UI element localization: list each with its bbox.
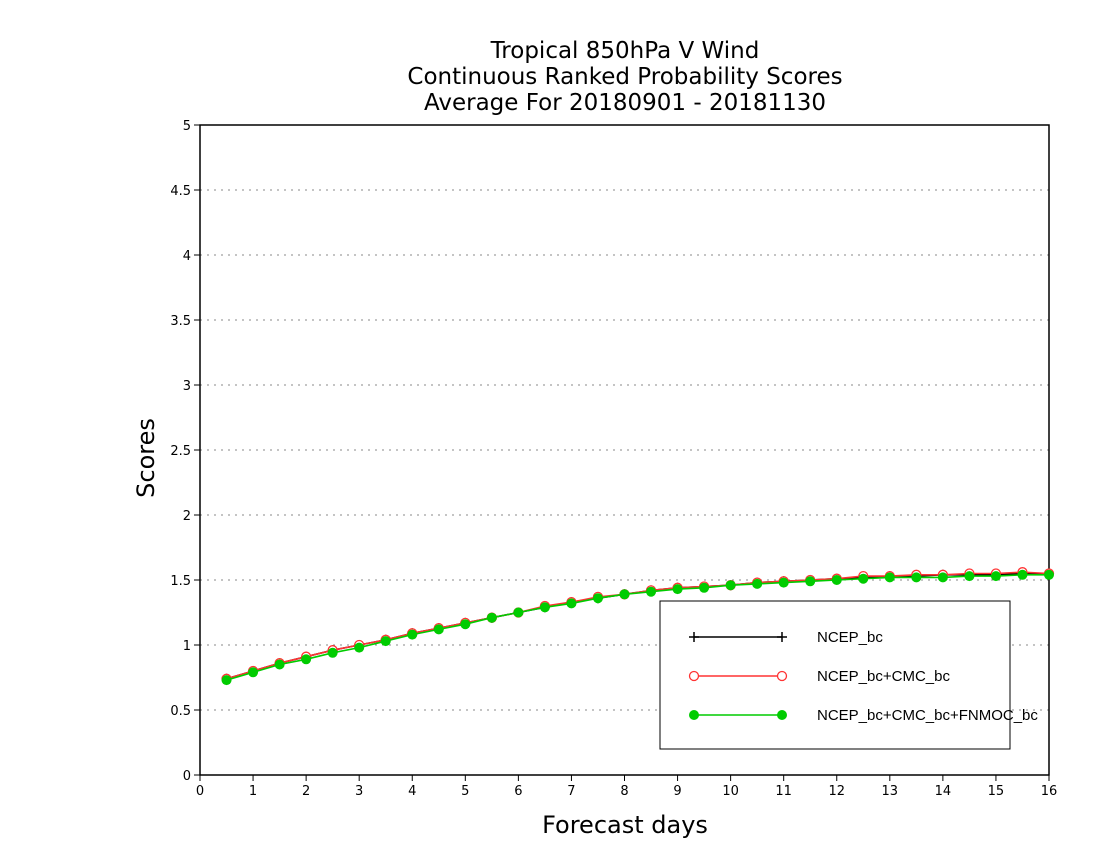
y-tick-label: 2.5	[170, 444, 191, 459]
y-axis-label: Scores	[132, 418, 160, 498]
x-tick-label: 5	[461, 784, 469, 799]
legend-marker	[689, 632, 699, 642]
y-tick-label: 0.5	[170, 704, 191, 719]
x-tick-label: 11	[775, 784, 792, 799]
data-point	[831, 575, 842, 585]
data-point	[858, 573, 869, 584]
y-tick-label: 5	[183, 119, 191, 134]
title-line-1: Tropical 850hPa V Wind	[490, 38, 760, 64]
data-point	[301, 654, 312, 665]
legend-marker	[688, 670, 700, 682]
x-tick-label: 9	[673, 784, 681, 799]
data-point	[911, 572, 922, 583]
y-tick-label: 4.5	[170, 184, 191, 199]
data-point	[937, 572, 948, 583]
x-tick-label: 2	[302, 784, 310, 799]
data-point	[619, 589, 630, 600]
data-point	[592, 593, 603, 604]
x-tick-label: 3	[355, 784, 363, 799]
legend-label: NCEP_bc+CMC_bc+FNMOC_bc	[817, 707, 1038, 724]
y-tick-label: 1	[183, 639, 191, 654]
data-point	[884, 572, 895, 583]
data-point	[752, 578, 763, 589]
y-axis-ticks: 0 0.5 1 1.5 2 2.5 3 3.5 4 4.5 5	[170, 119, 200, 784]
data-point	[380, 636, 391, 647]
x-tick-label: 15	[988, 784, 1005, 799]
x-axis-ticks: 0 1 2 3 4 5 6 7 8 9 10 11 12 13 14 15 16	[196, 775, 1057, 799]
data-point	[327, 647, 338, 658]
data-point	[460, 619, 471, 630]
y-tick-label: 2	[183, 509, 191, 524]
series-3	[221, 569, 1054, 686]
legend-box	[659, 600, 1011, 750]
data-point	[354, 642, 365, 653]
data-point	[513, 607, 524, 618]
data-point	[805, 576, 816, 587]
data-point	[964, 571, 975, 582]
data-point	[646, 586, 657, 597]
data-point	[486, 612, 497, 623]
x-tick-label: 8	[620, 784, 628, 799]
legend-marker	[777, 632, 787, 642]
y-tick-label: 3.5	[170, 314, 191, 329]
legend-label: NCEP_bc	[817, 629, 883, 646]
data-point	[407, 629, 418, 640]
data-point	[274, 659, 285, 670]
data-point	[672, 584, 683, 595]
x-tick-label: 7	[567, 784, 575, 799]
x-tick-label: 13	[882, 784, 899, 799]
legend-marker	[777, 710, 787, 720]
x-axis-label: Forecast days	[542, 811, 708, 839]
x-tick-label: 4	[408, 784, 416, 799]
data-point	[699, 582, 710, 593]
x-tick-label: 1	[249, 784, 257, 799]
y-tick-label: 1.5	[170, 574, 191, 589]
y-tick-label: 3	[183, 379, 191, 394]
legend: NCEP_bc NCEP_bc+CMC_bc NCEP_bc+CMC_bc+FNMO…	[659, 600, 1038, 750]
data-point	[778, 577, 789, 588]
data-point	[539, 602, 550, 613]
data-point	[566, 598, 577, 609]
data-point	[1017, 569, 1028, 580]
title-line-2: Continuous Ranked Probability Scores	[407, 64, 842, 90]
data-series	[221, 567, 1055, 686]
x-tick-label: 0	[196, 784, 204, 799]
data-point	[221, 675, 232, 686]
x-tick-label: 12	[828, 784, 845, 799]
y-tick-label: 4	[183, 249, 191, 264]
legend-marker	[776, 670, 788, 682]
x-tick-label: 6	[514, 784, 522, 799]
data-point	[990, 571, 1001, 582]
y-tick-label: 0	[183, 769, 191, 784]
legend-marker	[689, 710, 699, 720]
legend-label: NCEP_bc+CMC_bc	[817, 668, 950, 685]
title-line-3: Average For 20180901 - 20181130	[424, 90, 826, 116]
data-point	[433, 624, 444, 635]
x-tick-label: 16	[1041, 784, 1058, 799]
data-point	[1044, 569, 1054, 580]
data-point	[248, 667, 259, 678]
data-point	[725, 580, 736, 591]
x-tick-label: 14	[935, 784, 952, 799]
x-tick-label: 10	[722, 784, 739, 799]
